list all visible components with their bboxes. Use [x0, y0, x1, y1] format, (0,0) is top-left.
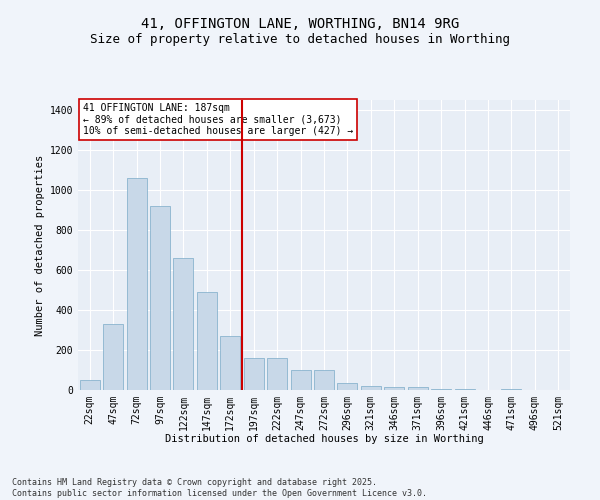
- Bar: [431, 389, 451, 390]
- Bar: [244, 358, 263, 390]
- Bar: [103, 324, 123, 390]
- Bar: [455, 389, 475, 390]
- Bar: [150, 206, 170, 390]
- Bar: [314, 370, 334, 390]
- Bar: [197, 292, 217, 390]
- Bar: [220, 336, 240, 390]
- Bar: [408, 387, 428, 390]
- Bar: [127, 178, 146, 390]
- X-axis label: Distribution of detached houses by size in Worthing: Distribution of detached houses by size …: [164, 434, 484, 444]
- Y-axis label: Number of detached properties: Number of detached properties: [35, 154, 46, 336]
- Text: 41, OFFINGTON LANE, WORTHING, BN14 9RG: 41, OFFINGTON LANE, WORTHING, BN14 9RG: [141, 18, 459, 32]
- Bar: [80, 380, 100, 390]
- Bar: [361, 386, 381, 390]
- Text: Size of property relative to detached houses in Worthing: Size of property relative to detached ho…: [90, 32, 510, 46]
- Text: 41 OFFINGTON LANE: 187sqm
← 89% of detached houses are smaller (3,673)
10% of se: 41 OFFINGTON LANE: 187sqm ← 89% of detac…: [83, 103, 353, 136]
- Bar: [385, 387, 404, 390]
- Bar: [290, 370, 311, 390]
- Bar: [267, 358, 287, 390]
- Bar: [502, 389, 521, 390]
- Bar: [173, 258, 193, 390]
- Bar: [337, 383, 358, 390]
- Text: Contains HM Land Registry data © Crown copyright and database right 2025.
Contai: Contains HM Land Registry data © Crown c…: [12, 478, 427, 498]
